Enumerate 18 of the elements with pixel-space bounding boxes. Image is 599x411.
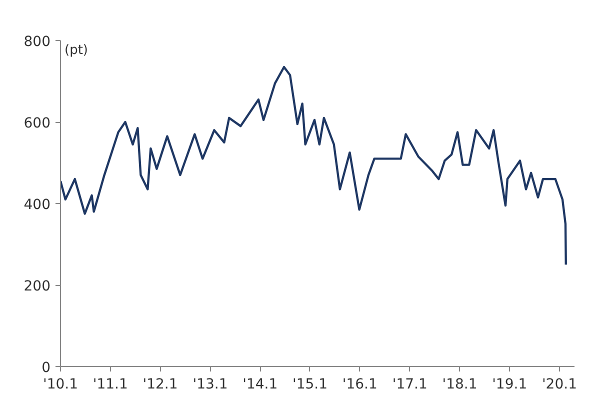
y-tick-label: 0 — [42, 360, 51, 376]
x-tick-label: '18.1 — [442, 376, 478, 392]
x-tick-label: '17.1 — [392, 376, 428, 392]
y-tick-label: 800 — [24, 34, 51, 50]
x-tick-label: '16.1 — [342, 376, 378, 392]
x-tick-label: '12.1 — [142, 376, 178, 392]
y-tick-label: 200 — [24, 278, 51, 294]
y-axis-title: (pt) — [64, 43, 88, 58]
x-tick-label: '11.1 — [92, 376, 128, 392]
x-tick-label: '14.1 — [242, 376, 278, 392]
y-tick-label: 400 — [24, 197, 51, 213]
x-tick-label: '20.1 — [542, 376, 577, 392]
x-tick-label: '15.1 — [292, 376, 328, 392]
line-series — [60, 66, 567, 266]
x-tick-label: '10.1 — [42, 376, 78, 392]
x-tick-label: '19.1 — [492, 376, 528, 392]
y-tick-label: 600 — [24, 116, 51, 132]
x-tick-label: '13.1 — [192, 376, 228, 392]
